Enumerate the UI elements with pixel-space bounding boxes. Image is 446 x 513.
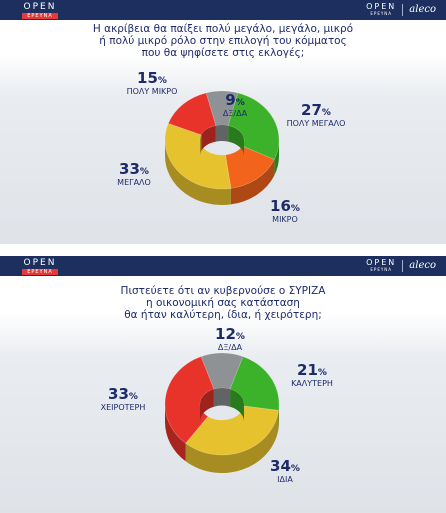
question-title: Η ακρίβεια θα παίξει πολύ μεγάλο, μεγάλο…: [92, 23, 354, 59]
panel-acriveia: OPEN ΕΡΕΥΝΑ OPEN ΕΡΕΥΝΑ aleco Η ακρίβεια…: [0, 0, 446, 244]
donut-side-2-0: [185, 410, 279, 473]
logo-divider: [402, 259, 404, 272]
top-bar: OPEN ΕΡΕΥΝΑ OPEN ΕΡΕΥΝΑ aleco: [0, 256, 446, 276]
open-logo: OPEN ΕΡΕΥΝΑ: [22, 258, 58, 275]
top-bar: OPEN ΕΡΕΥΝΑ OPEN ΕΡΕΥΝΑ aleco: [0, 0, 446, 20]
slice-label-worse: 33% ΧΕΙΡΟΤΕΡΗ: [100, 385, 146, 412]
slice-label-better: 21% ΚΑΛΥΤΕΡΗ: [291, 361, 333, 388]
donut-inner-wall-1-0: [228, 125, 244, 156]
logo-divider: [402, 3, 404, 16]
panel-separator: [0, 244, 446, 256]
slice-label-dk: 12% ΔΞ/ΔΑ: [215, 325, 245, 352]
donut-inner-wall-3-0: [200, 134, 202, 156]
donut-inner-wall-1-0: [230, 389, 244, 422]
slice-label-very-large: 27% ΠΟΛΥ ΜΕΓΑΛΟ: [286, 101, 346, 128]
donut-chart: [164, 90, 280, 205]
slice-label-large: 33% ΜΕΓΑΛΟ: [117, 160, 151, 187]
donut-side-3-0: [165, 404, 186, 462]
donut-side-2-0: [230, 159, 275, 205]
slice-label-small: 16% ΜΙΚΡΟ: [270, 197, 300, 224]
partner-logos: OPEN ΕΡΕΥΝΑ aleco: [366, 2, 436, 17]
open-logo: OPEN ΕΡΕΥΝΑ: [22, 2, 58, 19]
open-small-logo: OPEN ΕΡΕΥΝΑ: [366, 258, 397, 273]
partner-logos: OPEN ΕΡΕΥΝΑ aleco: [366, 258, 436, 273]
open-small-logo: OPEN ΕΡΕΥΝΑ: [366, 2, 397, 17]
donut-chart: [164, 352, 280, 473]
donut-side-1-0: [274, 140, 279, 176]
aleco-logo: aleco: [409, 260, 436, 271]
slice-label-dk: 9% ΔΞ/ΔΑ: [222, 91, 248, 118]
donut-inner-wall-0-0: [215, 124, 229, 142]
donut-side-3-0: [165, 140, 231, 205]
slice-label-very-small: 15% ΠΟΛΥ ΜΙΚΡΟ: [126, 69, 178, 96]
question-title: Πιστεύετε ότι αν κυβερνούσε ο ΣΥΡΙΖΑ η ο…: [120, 285, 326, 321]
donut-inner-wall-4-0: [201, 125, 216, 151]
aleco-logo: aleco: [409, 4, 436, 15]
donut-inner-wall-0-0: [213, 388, 231, 407]
slice-label-same: 34% ΙΔΙΑ: [270, 457, 300, 484]
panel-syriza: OPEN ΕΡΕΥΝΑ OPEN ΕΡΕΥΝΑ aleco Πιστεύετε …: [0, 256, 446, 513]
donut-inner-wall-3-0: [200, 389, 214, 422]
